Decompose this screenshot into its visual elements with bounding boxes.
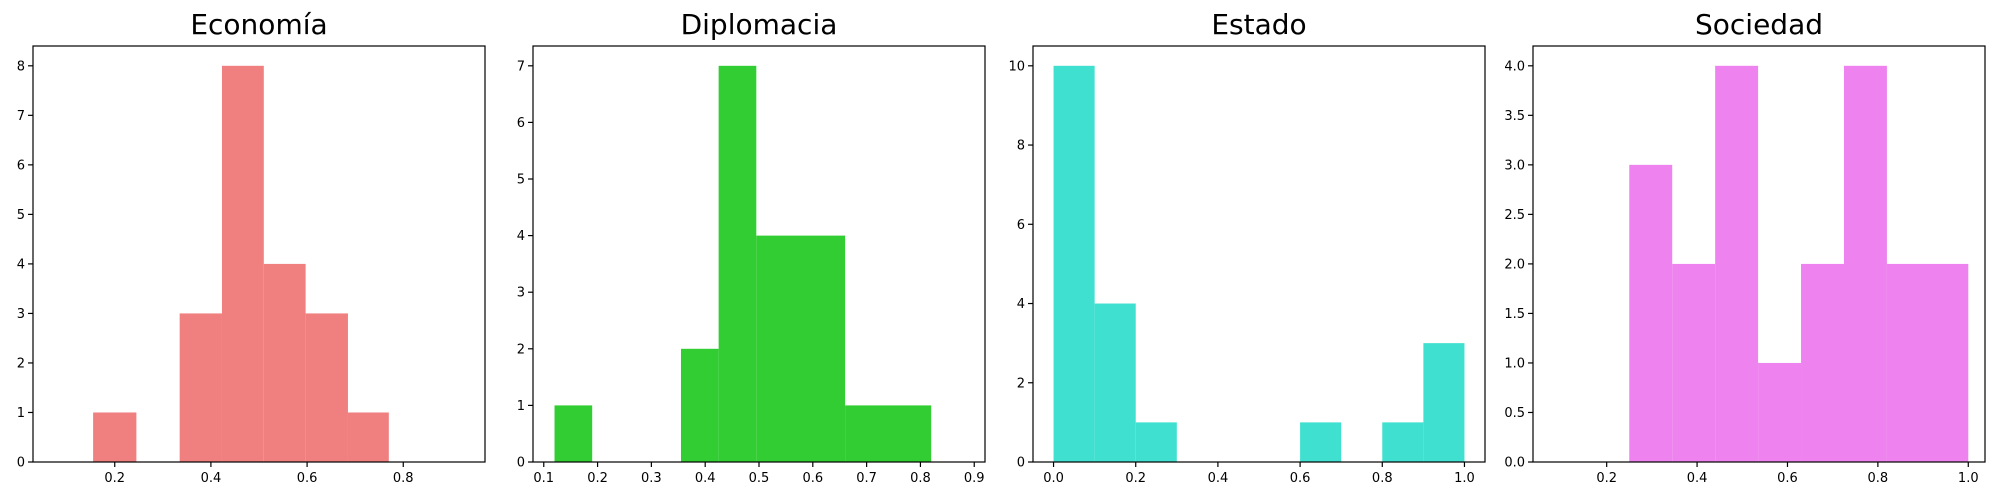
x-tick-label: 0.4	[695, 471, 716, 486]
y-tick-label: 0	[17, 456, 25, 471]
x-tick-label: 1.0	[1958, 471, 1979, 486]
y-tick-label: 1	[17, 406, 25, 421]
y-tick-label: 3.0	[1504, 158, 1525, 173]
x-tick-label: 0.4	[201, 471, 222, 486]
x-tick-label: 0.6	[802, 471, 823, 486]
axes-frame	[1532, 45, 1986, 463]
y-tick-label: 4	[1017, 297, 1025, 312]
histogram-bar	[1423, 343, 1465, 462]
y-tick-label: 3	[517, 286, 525, 301]
x-tick-label: 0.8	[1372, 471, 1393, 486]
y-tick-label: 0.5	[1504, 406, 1525, 421]
x-tick-label: 0.2	[587, 471, 608, 486]
histogram-bar	[1715, 65, 1759, 463]
histogram-bar	[1053, 65, 1095, 463]
y-tick-label: 5	[517, 173, 525, 188]
panel-title: Sociedad	[1695, 8, 1823, 41]
y-tick-label: 6	[517, 116, 525, 131]
histogram-bar	[1843, 65, 1887, 463]
y-tick-label: 1.0	[1504, 356, 1525, 371]
panel-title: Diplomacia	[681, 8, 838, 41]
x-tick-label: 0.6	[1777, 471, 1798, 486]
histogram-bar	[1135, 422, 1177, 462]
x-tick-label: 0.4	[1687, 471, 1708, 486]
histogram-bar	[93, 412, 137, 462]
x-tick-label: 0.5	[749, 471, 770, 486]
histogram-bar	[179, 313, 222, 462]
histogram-bar	[1382, 422, 1424, 462]
panel-estado: 0.0 0.2 0.4 0.6 0.8 1.0 0 2 4 6 8 10 Estado	[1008, 8, 1486, 486]
histogram-bar	[305, 313, 348, 462]
y-tick-label: 2.0	[1504, 257, 1525, 272]
y-tick-label: 5	[17, 208, 25, 223]
panel-economia: 0.2 0.4 0.6 0.8 0 1 2 3 4 5 6 7 8 Economía	[17, 8, 486, 486]
histogram-bar	[1801, 263, 1844, 462]
x-tick-label: 0.7	[856, 471, 877, 486]
y-tick-label: 1.5	[1504, 307, 1525, 322]
y-tick-label: 1	[517, 399, 525, 414]
y-tick-label: 3	[17, 307, 25, 322]
x-tick-label: 0.3	[641, 471, 662, 486]
y-tick-label: 4	[17, 257, 25, 272]
y-tick-label: 0.0	[1504, 456, 1525, 471]
x-tick-label: 1.0	[1454, 471, 1475, 486]
histogram-bar	[680, 348, 719, 462]
x-tick-label: 0.4	[1208, 471, 1229, 486]
x-tick-label: 0.8	[1868, 471, 1889, 486]
histogram-bar	[756, 235, 846, 462]
axes-frame	[1032, 45, 1486, 463]
y-tick-label: 3.5	[1504, 109, 1525, 124]
panel-title: Economía	[190, 8, 327, 41]
x-tick-label: 0.8	[910, 471, 931, 486]
y-tick-label: 2	[17, 356, 25, 371]
histogram-bar	[1300, 422, 1342, 462]
histogram-bar	[554, 405, 593, 462]
y-tick-label: 8	[17, 59, 25, 74]
histogram-bar	[1886, 263, 1969, 462]
y-tick-label: 7	[517, 59, 525, 74]
y-tick-label: 0	[517, 456, 525, 471]
histogram-bar	[1094, 303, 1136, 462]
y-tick-label: 4	[517, 229, 525, 244]
x-tick-label: 0.2	[1596, 471, 1617, 486]
x-tick-label: 0.6	[1290, 471, 1311, 486]
x-tick-label: 0.2	[1125, 471, 1146, 486]
y-tick-label: 2.5	[1504, 208, 1525, 223]
histogram-bar	[1672, 263, 1716, 462]
y-tick-label: 6	[1017, 218, 1025, 233]
y-tick-label: 0	[1017, 456, 1025, 471]
y-tick-label: 2	[517, 342, 525, 357]
x-tick-label: 0.0	[1043, 471, 1064, 486]
x-tick-label: 0.8	[393, 471, 414, 486]
y-tick-label: 2	[1017, 376, 1025, 391]
panel-sociedad: 0.2 0.4 0.6 0.8 1.0 0.0 0.5 1.0 1.5 2.0 2.5 3.0 3.5 4…	[1504, 8, 1986, 486]
histogram-bar	[221, 65, 264, 463]
histogram-bar	[347, 412, 389, 462]
panel-diplomacia: 0.1 0.2 0.3 0.4 0.5 0.6 0.7 0.8 0.9 0 1 2 3 4 5 6 7 Diplo…	[517, 8, 986, 486]
y-tick-label: 10	[1008, 59, 1025, 74]
x-tick-label: 0.9	[964, 471, 985, 486]
histogram-bar	[263, 263, 306, 462]
y-tick-label: 7	[17, 109, 25, 124]
x-tick-label: 0.2	[104, 471, 125, 486]
y-tick-label: 4.0	[1504, 59, 1525, 74]
histogram-bar	[845, 405, 932, 462]
histogram-bar	[1629, 164, 1673, 462]
y-tick-label: 6	[17, 158, 25, 173]
axes-frame	[32, 45, 486, 463]
histogram-bar	[718, 65, 757, 463]
y-tick-label: 8	[1017, 139, 1025, 154]
panel-title: Estado	[1211, 8, 1306, 41]
x-tick-label: 0.6	[297, 471, 318, 486]
histogram-bar	[1758, 362, 1802, 462]
x-tick-label: 0.1	[533, 471, 554, 486]
